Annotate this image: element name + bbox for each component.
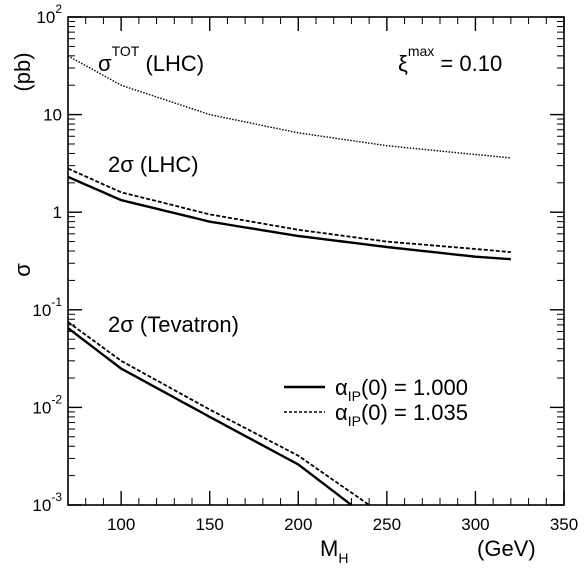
x-axis-unit: (GeV) [477, 536, 536, 561]
y-tick-label: 10 [43, 106, 62, 125]
x-tick-label: 100 [107, 515, 135, 534]
plot-frame [67, 16, 565, 506]
y-tick-label: 10-3 [32, 490, 62, 515]
axis-ticks: 10-3 10-2 10-1 1 10 102 100 150 200 250 300 350 [32, 2, 578, 534]
series-lhc_100 [67, 175, 511, 261]
series-tev_1035 [67, 321, 370, 506]
series-lines [67, 55, 511, 506]
x-tick-label: 300 [461, 515, 489, 534]
x-tick-label: 200 [284, 515, 312, 534]
annotation-total-lhc: σTOT (LHC) [98, 43, 204, 76]
y-tick-label: 102 [36, 2, 62, 27]
annotation-xi-max: ξmax = 0.10 [398, 43, 502, 76]
annotation-2sigma-tevatron: 2σ (Tevatron) [108, 312, 239, 337]
x-axis-label: MH [320, 536, 348, 566]
legend-entry-1: αIP(0) = 1.000 [335, 375, 468, 404]
y-tick-label: 10-2 [32, 392, 62, 417]
y-tick-label: 10-1 [32, 295, 62, 320]
y-tick-label: 1 [53, 203, 62, 222]
x-tick-label: 350 [550, 515, 578, 534]
annotation-2sigma-lhc: 2σ (LHC) [108, 152, 199, 177]
y-axis-unit: (pb) [10, 52, 35, 91]
series-tev_100 [67, 327, 353, 506]
y-axis-label: σ [10, 263, 35, 277]
x-tick-label: 150 [196, 515, 224, 534]
legend-entry-2: αIP(0) = 1.035 [335, 400, 468, 429]
series-tot_lhc [67, 55, 511, 159]
legend: αIP(0) = 1.000 αIP(0) = 1.035 [284, 375, 468, 429]
x-tick-label: 250 [373, 515, 401, 534]
series-lhc_1035 [67, 167, 511, 253]
